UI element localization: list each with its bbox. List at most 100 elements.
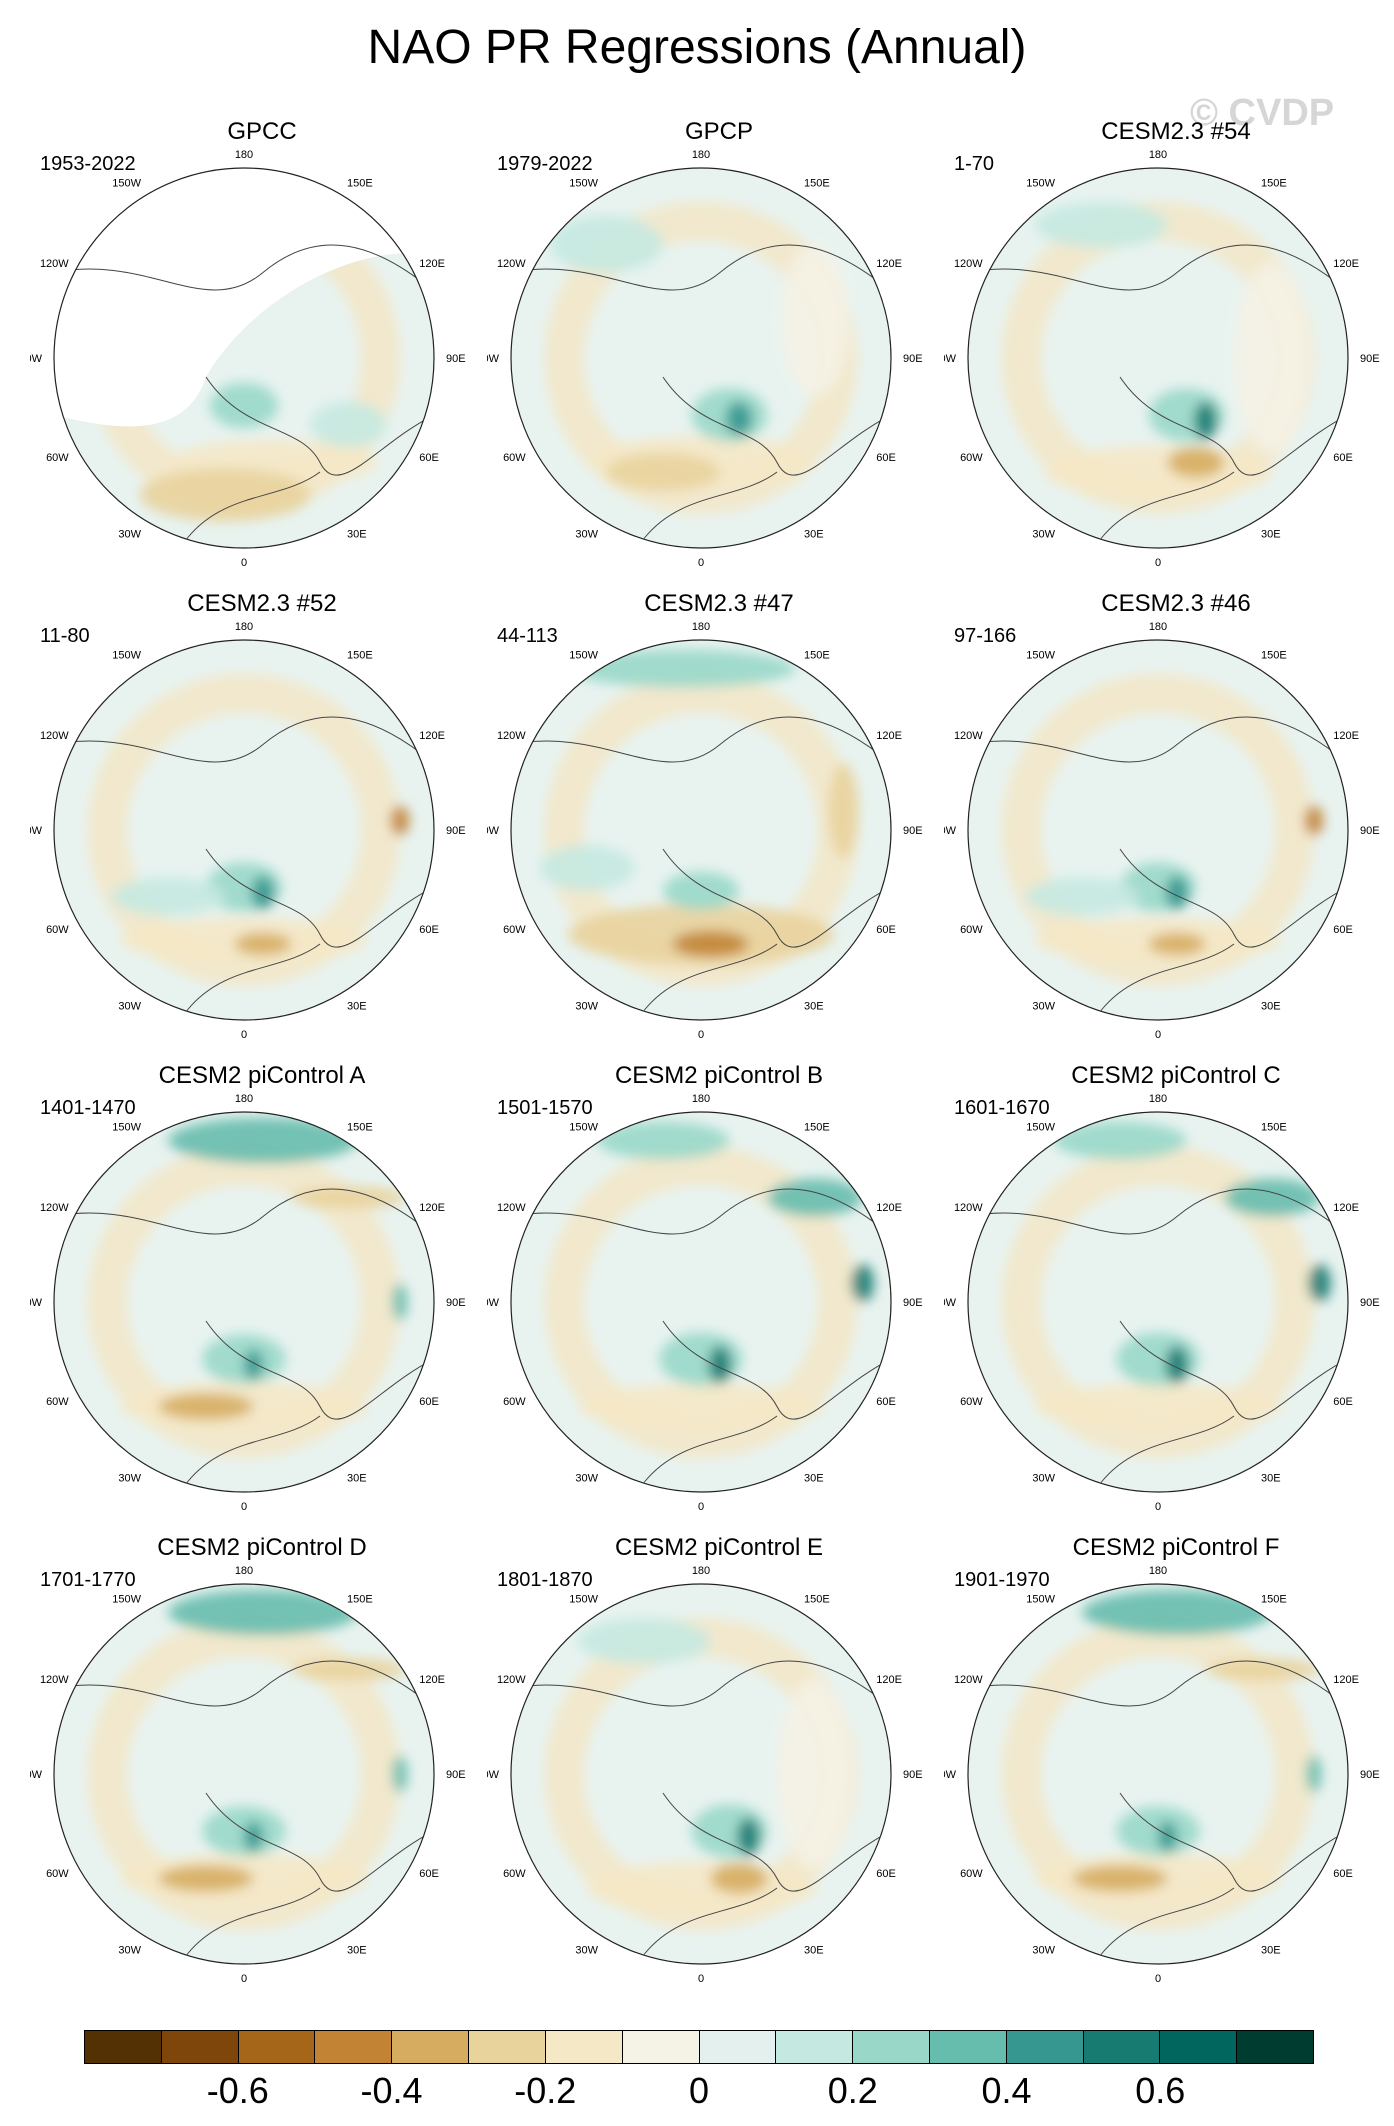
longitude-label: 180 bbox=[692, 1093, 710, 1105]
longitude-label: 60E bbox=[1333, 1868, 1353, 1880]
longitude-label: 150E bbox=[347, 1122, 373, 1134]
longitude-label: 180 bbox=[1149, 1565, 1167, 1577]
colorbar-swatch bbox=[315, 2031, 393, 2063]
longitude-label: 30E bbox=[1261, 1944, 1281, 1956]
longitude-label: 120E bbox=[419, 258, 445, 270]
longitude-label: 120E bbox=[1333, 1674, 1359, 1686]
longitude-label: 120E bbox=[419, 730, 445, 742]
longitude-label: 180 bbox=[692, 621, 710, 633]
longitude-label: 90E bbox=[1360, 353, 1380, 365]
panel-title: CESM2 piControl E bbox=[614, 1534, 824, 1561]
panel-title: CESM2 piControl F bbox=[1072, 1534, 1280, 1561]
longitude-label: 150E bbox=[1261, 1122, 1287, 1134]
panel-title: CESM2 piControl B bbox=[614, 1062, 824, 1089]
longitude-label: 60E bbox=[876, 1396, 896, 1408]
polar-map: 180 0 90W 90E 120W 120E 150W 150E 60W 60E 30W 30E bbox=[30, 1565, 466, 1985]
panel-year-range: 97-166 bbox=[954, 625, 1017, 647]
longitude-label: 150E bbox=[804, 650, 830, 662]
longitude-label: 150E bbox=[347, 1594, 373, 1606]
colorbar-swatch bbox=[1006, 2031, 1084, 2063]
longitude-label: 90E bbox=[903, 825, 923, 837]
longitude-label: 120W bbox=[497, 730, 526, 742]
longitude-label: 180 bbox=[235, 1565, 253, 1577]
longitude-label: 120W bbox=[497, 258, 526, 270]
longitude-label: 120E bbox=[876, 1202, 902, 1214]
longitude-label: 60W bbox=[46, 924, 69, 936]
longitude-label: 30W bbox=[1032, 1472, 1055, 1484]
colorbar-tick-label: 0.4 bbox=[981, 2070, 1032, 2111]
longitude-label: 60E bbox=[1333, 452, 1353, 464]
longitude-label: 0 bbox=[241, 1973, 247, 1985]
longitude-label: 90E bbox=[903, 1297, 923, 1309]
colorbar-tick-label: -0.2 bbox=[514, 2070, 577, 2111]
longitude-label: 0 bbox=[698, 1973, 704, 1985]
longitude-label: 180 bbox=[235, 149, 253, 161]
longitude-label: 90E bbox=[446, 825, 466, 837]
longitude-label: 90W bbox=[944, 825, 957, 837]
longitude-label: 90W bbox=[944, 353, 957, 365]
polar-map: 180 0 90W 90E 120W 120E 150W 150E 60W 60E 30W 30E bbox=[944, 1093, 1380, 1513]
longitude-label: 60E bbox=[419, 1396, 439, 1408]
longitude-label: 180 bbox=[692, 1565, 710, 1577]
colorbar-swatch bbox=[392, 2031, 470, 2063]
longitude-label: 150W bbox=[569, 178, 598, 190]
polar-map: 180 0 90W 90E 120W 120E 150W 150E 60W 60E 30W 30E bbox=[487, 621, 923, 1041]
colorbar-tick-label: -0.6 bbox=[206, 2070, 269, 2111]
longitude-label: 30W bbox=[575, 528, 598, 540]
longitude-label: 60W bbox=[960, 924, 983, 936]
colorbar-swatch bbox=[545, 2031, 623, 2063]
longitude-label: 120W bbox=[954, 1674, 983, 1686]
longitude-label: 150E bbox=[804, 178, 830, 190]
panel-title: CESM2.3 #46 bbox=[1101, 590, 1251, 617]
colorbar-swatch bbox=[699, 2031, 777, 2063]
longitude-label: 150W bbox=[569, 1122, 598, 1134]
colorbar-tick-label: 0 bbox=[688, 2070, 710, 2111]
longitude-label: 180 bbox=[235, 1093, 253, 1105]
longitude-label: 180 bbox=[1149, 1093, 1167, 1105]
longitude-label: 0 bbox=[241, 1501, 247, 1513]
longitude-label: 120W bbox=[954, 258, 983, 270]
longitude-label: 60E bbox=[1333, 1396, 1353, 1408]
longitude-label: 60W bbox=[960, 1868, 983, 1880]
longitude-label: 30E bbox=[1261, 1000, 1281, 1012]
longitude-label: 120E bbox=[876, 730, 902, 742]
longitude-label: 0 bbox=[241, 1029, 247, 1041]
longitude-label: 60E bbox=[876, 1868, 896, 1880]
longitude-label: 120E bbox=[1333, 730, 1359, 742]
polar-map: 180 0 90W 90E 120W 120E 150W 150E 60W 60E 30W 30E bbox=[944, 621, 1380, 1041]
map-panel: CESM2.3 #46 180 0 90W 90E 120W 120E 150W 150E 60W… bbox=[944, 590, 1394, 1060]
longitude-label: 60E bbox=[419, 924, 439, 936]
longitude-label: 150E bbox=[1261, 650, 1287, 662]
polar-map: 180 0 90W 90E 120W 120E 150W 150E 60W 60E 30W 30E bbox=[944, 1565, 1380, 1985]
longitude-label: 30E bbox=[804, 1472, 824, 1484]
longitude-label: 60E bbox=[876, 924, 896, 936]
panel-year-range: 44-113 bbox=[497, 625, 558, 647]
longitude-label: 30W bbox=[1032, 528, 1055, 540]
longitude-label: 30E bbox=[1261, 1472, 1281, 1484]
longitude-label: 30E bbox=[804, 1000, 824, 1012]
longitude-label: 0 bbox=[241, 557, 247, 569]
longitude-label: 90W bbox=[487, 825, 500, 837]
colorbar-swatch bbox=[1083, 2031, 1161, 2063]
panel-title: GPCC bbox=[227, 118, 297, 145]
longitude-label: 60E bbox=[876, 452, 896, 464]
polar-map: 180 0 90W 90E 120W 120E 150W 150E 60W 60E 30W 30E bbox=[944, 149, 1380, 569]
colorbar-swatch bbox=[161, 2031, 239, 2063]
longitude-label: 0 bbox=[1155, 1973, 1161, 1985]
polar-map: 180 0 90W 90E 120W 120E 150W 150E 60W 60E 30W 30E bbox=[30, 1093, 466, 1513]
colorbar-swatch bbox=[929, 2031, 1007, 2063]
panel-year-range: 1601-1670 bbox=[954, 1097, 1050, 1119]
colorbar-swatch bbox=[776, 2031, 854, 2063]
longitude-label: 150E bbox=[347, 650, 373, 662]
longitude-label: 30E bbox=[804, 528, 824, 540]
longitude-label: 150W bbox=[112, 1122, 141, 1134]
longitude-label: 120W bbox=[40, 1674, 69, 1686]
panel-title: CESM2 piControl C bbox=[1071, 1062, 1281, 1089]
map-panel: CESM2 piControl E180090W90E120W120E150W1… bbox=[487, 1534, 951, 2004]
longitude-label: 150W bbox=[569, 650, 598, 662]
longitude-label: 60E bbox=[419, 1868, 439, 1880]
longitude-label: 150W bbox=[1026, 178, 1055, 190]
longitude-label: 60W bbox=[503, 1396, 526, 1408]
longitude-label: 120W bbox=[954, 730, 983, 742]
polar-map: 180 0 90W 90E 120W 120E 150W 150E 60W 60E 30W 30E bbox=[30, 621, 466, 1041]
